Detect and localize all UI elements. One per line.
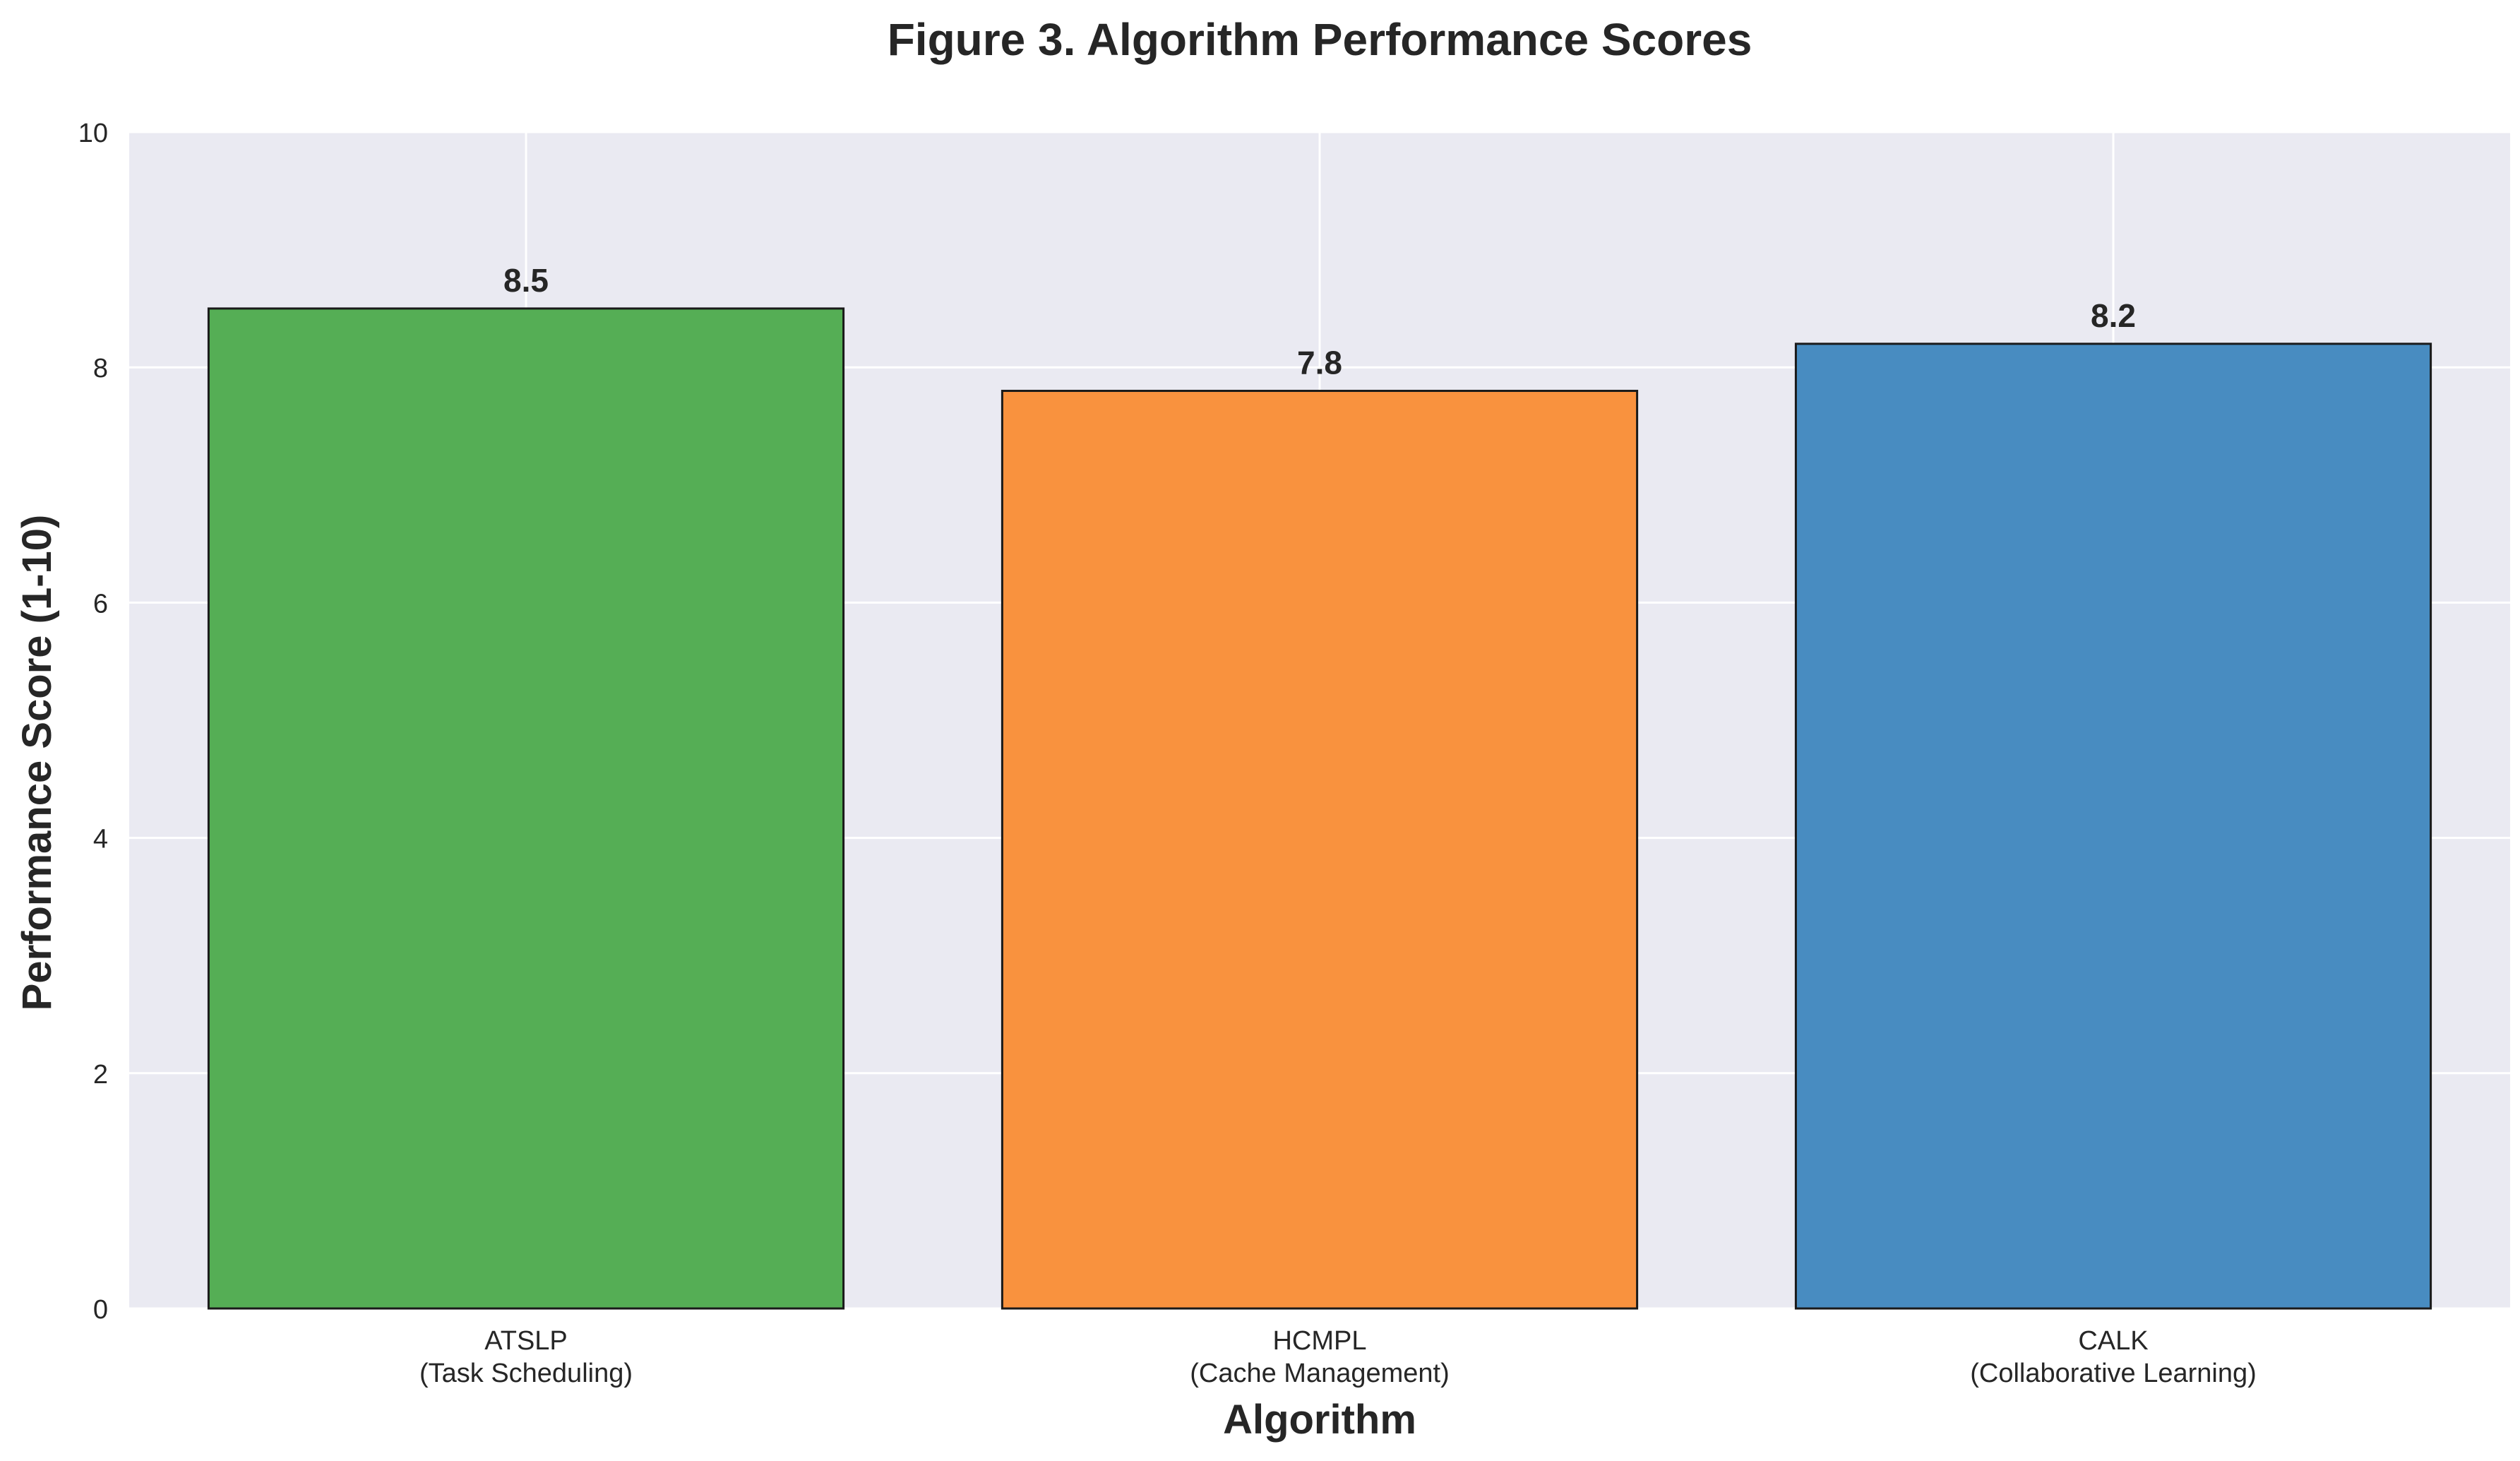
- y-tick-label: 6: [93, 589, 108, 619]
- bar-atslp: [207, 307, 845, 1310]
- y-axis-label: Performance Score (1-10): [14, 515, 60, 1011]
- bar-hcmpl: [1001, 390, 1639, 1310]
- y-tick-label: 0: [93, 1295, 108, 1325]
- x-tick-label: HCMPL: [1272, 1326, 1366, 1356]
- x-axis-label: Algorithm: [1223, 1397, 1416, 1443]
- x-tick-sublabel: (Cache Management): [1190, 1359, 1450, 1388]
- value-label: 7.8: [1297, 345, 1342, 381]
- value-labels: 8.5 7.8 8.2: [503, 262, 2136, 381]
- x-tick-sublabel: (Collaborative Learning): [1970, 1359, 2257, 1388]
- value-label: 8.5: [503, 262, 549, 299]
- y-axis-ticks: 0 2 4 6 8 10: [78, 119, 108, 1325]
- y-tick-label: 2: [93, 1060, 108, 1090]
- bars: [207, 307, 2432, 1310]
- chart-title: Figure 3. Algorithm Performance Scores: [888, 14, 1752, 65]
- x-tick-sublabel: (Task Scheduling): [419, 1359, 633, 1388]
- x-tick-label: CALK: [2078, 1326, 2148, 1356]
- y-tick-label: 8: [93, 354, 108, 383]
- x-tick-label: ATSLP: [484, 1326, 568, 1356]
- bar-calk: [1794, 342, 2432, 1310]
- y-tick-label: 4: [93, 825, 108, 854]
- y-tick-label: 10: [78, 119, 108, 148]
- value-label: 8.2: [2091, 297, 2136, 334]
- x-axis-ticks: ATSLP (Task Scheduling) HCMPL (Cache Manage…: [419, 1326, 2257, 1388]
